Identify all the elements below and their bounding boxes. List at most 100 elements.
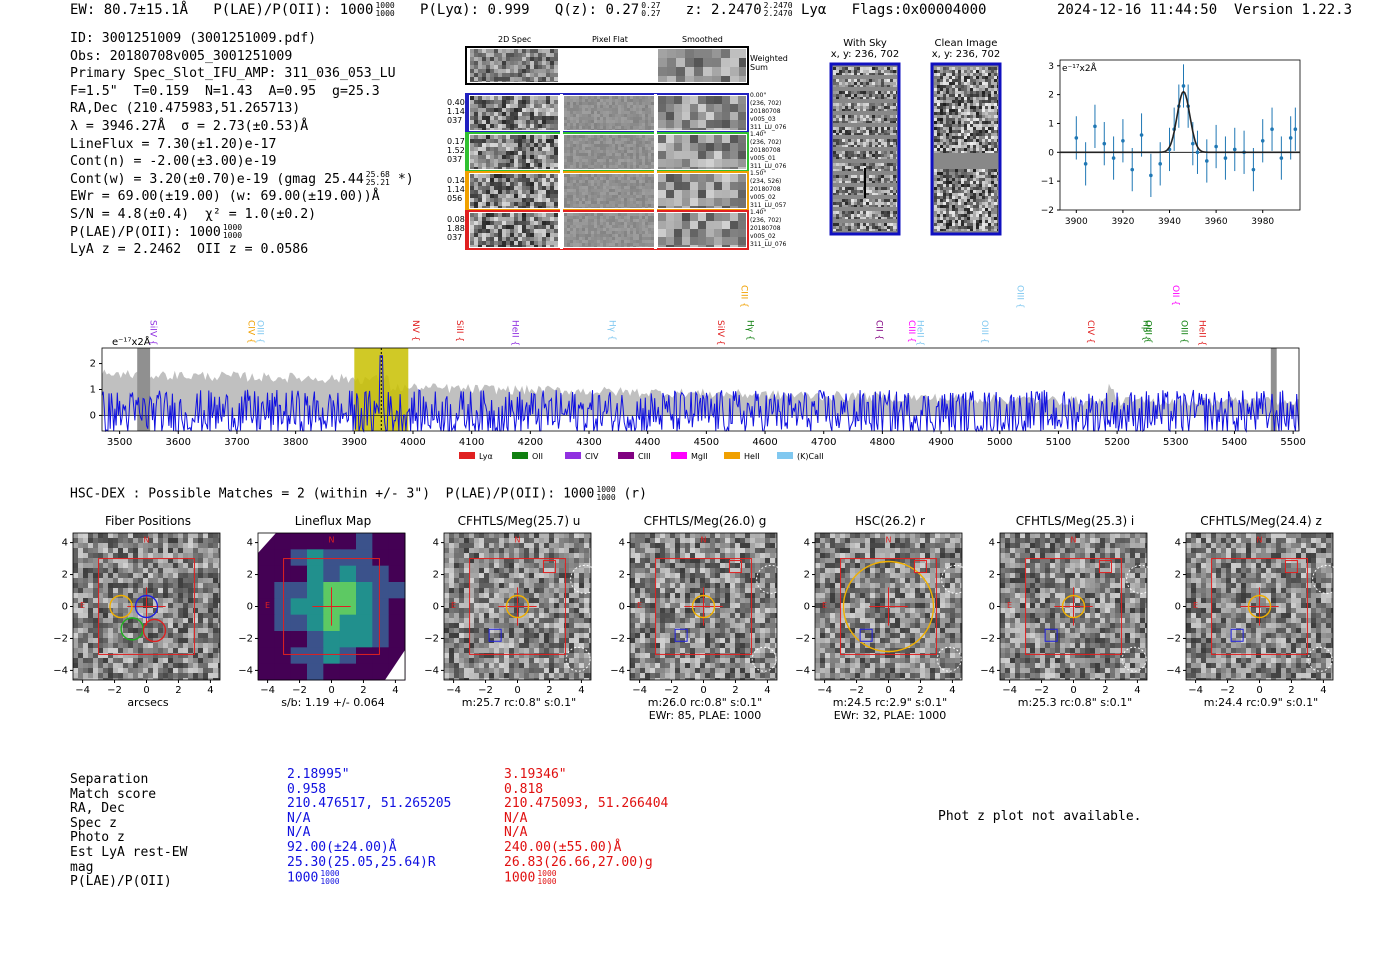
noise-pixel	[618, 213, 621, 216]
noise-pixel	[851, 187, 854, 190]
zoom-xtick-label: 3960	[1205, 217, 1228, 227]
noise-pixel	[848, 151, 851, 154]
noise-pixel	[478, 186, 482, 190]
noise-pixel	[961, 103, 964, 106]
noise-pixel	[666, 182, 674, 190]
noise-pixel	[985, 223, 988, 226]
noise-pixel	[636, 126, 639, 129]
noise-pixel	[896, 85, 897, 87]
noise-pixel	[633, 156, 636, 159]
noise-pixel	[633, 234, 636, 237]
noise-pixel	[836, 130, 839, 133]
noise-pixel	[890, 145, 893, 147]
noise-pixel	[991, 121, 994, 124]
noise-pixel	[514, 233, 518, 237]
noise-pixel	[474, 213, 478, 217]
noise-pixel	[478, 81, 482, 82]
noise-pixel	[958, 67, 961, 70]
noise-pixel	[658, 198, 666, 206]
zoom-data-point	[1279, 156, 1284, 160]
noise-pixel	[470, 112, 474, 116]
noise-pixel	[967, 70, 970, 73]
noise-pixel	[893, 115, 896, 118]
noise-pixel	[714, 229, 722, 237]
cutout-flat-image	[564, 96, 654, 130]
noise-pixel	[615, 231, 618, 234]
noise-pixel	[934, 172, 937, 175]
noise-pixel	[615, 159, 618, 162]
noise-pixel	[494, 241, 498, 245]
noise-pixel	[612, 207, 615, 208]
noise-pixel	[594, 168, 597, 169]
noise-pixel	[498, 124, 502, 128]
weighted-sum-label: Weighted Sum	[750, 54, 788, 72]
noise-pixel	[997, 82, 998, 85]
noise-pixel	[630, 108, 633, 111]
noise-pixel	[597, 144, 600, 147]
noise-pixel	[946, 229, 949, 231]
noise-pixel	[609, 159, 612, 162]
noise-pixel	[630, 225, 633, 228]
noise-pixel	[845, 67, 848, 70]
noise-pixel	[991, 67, 994, 70]
noise-pixel	[470, 139, 474, 143]
noise-pixel	[836, 109, 839, 111]
noise-pixel	[848, 214, 851, 217]
noise-pixel	[934, 226, 937, 229]
noise-pixel	[997, 169, 998, 172]
noise-pixel	[642, 126, 645, 129]
noise-pixel	[573, 138, 576, 141]
zoom-data-point	[1139, 133, 1144, 137]
noise-pixel	[554, 241, 558, 245]
noise-pixel	[848, 133, 851, 135]
noise-pixel	[490, 202, 494, 206]
noise-pixel	[887, 169, 890, 171]
noise-pixel	[624, 162, 627, 165]
noise-pixel	[842, 211, 845, 214]
noise-pixel	[881, 187, 884, 190]
noise-pixel	[526, 178, 530, 182]
noise-pixel	[603, 189, 606, 192]
noise-pixel	[609, 219, 612, 222]
noise-pixel	[522, 194, 526, 198]
noise-pixel	[872, 130, 875, 133]
noise-pixel	[651, 111, 654, 114]
noise-pixel	[976, 109, 979, 112]
noise-pixel	[514, 112, 518, 116]
noise-pixel	[967, 112, 970, 115]
noise-pixel	[550, 135, 554, 139]
noise-pixel	[958, 118, 961, 121]
qz-bot: 0.27	[641, 9, 661, 18]
noise-pixel	[667, 58, 676, 67]
noise-pixel	[526, 112, 530, 116]
noise-pixel	[961, 148, 964, 151]
noise-pixel	[648, 234, 651, 237]
noise-pixel	[943, 76, 946, 79]
noise-pixel	[869, 193, 872, 195]
noise-pixel	[982, 217, 985, 220]
noise-pixel	[486, 116, 490, 120]
noise-pixel	[542, 57, 546, 61]
noise-pixel	[878, 211, 881, 214]
noise-pixel	[940, 112, 943, 115]
noise-pixel	[542, 124, 546, 128]
noise-pixel	[706, 174, 714, 182]
noise-pixel	[609, 237, 612, 240]
noise-pixel	[982, 172, 985, 175]
noise-pixel	[567, 96, 570, 99]
noise-pixel	[615, 222, 618, 225]
noise-pixel	[674, 135, 682, 143]
noise-pixel	[482, 202, 486, 206]
noise-pixel	[639, 246, 642, 247]
noise-pixel	[887, 178, 890, 181]
noise-pixel	[579, 207, 582, 208]
noise-pixel	[842, 181, 845, 183]
noise-pixel	[609, 168, 612, 169]
noise-pixel	[470, 120, 474, 124]
noise-pixel	[570, 225, 573, 228]
noise-pixel	[976, 136, 979, 139]
noise-pixel	[851, 169, 854, 171]
noise-pixel	[567, 177, 570, 180]
noise-pixel	[878, 175, 881, 178]
noise-pixel	[982, 127, 985, 130]
